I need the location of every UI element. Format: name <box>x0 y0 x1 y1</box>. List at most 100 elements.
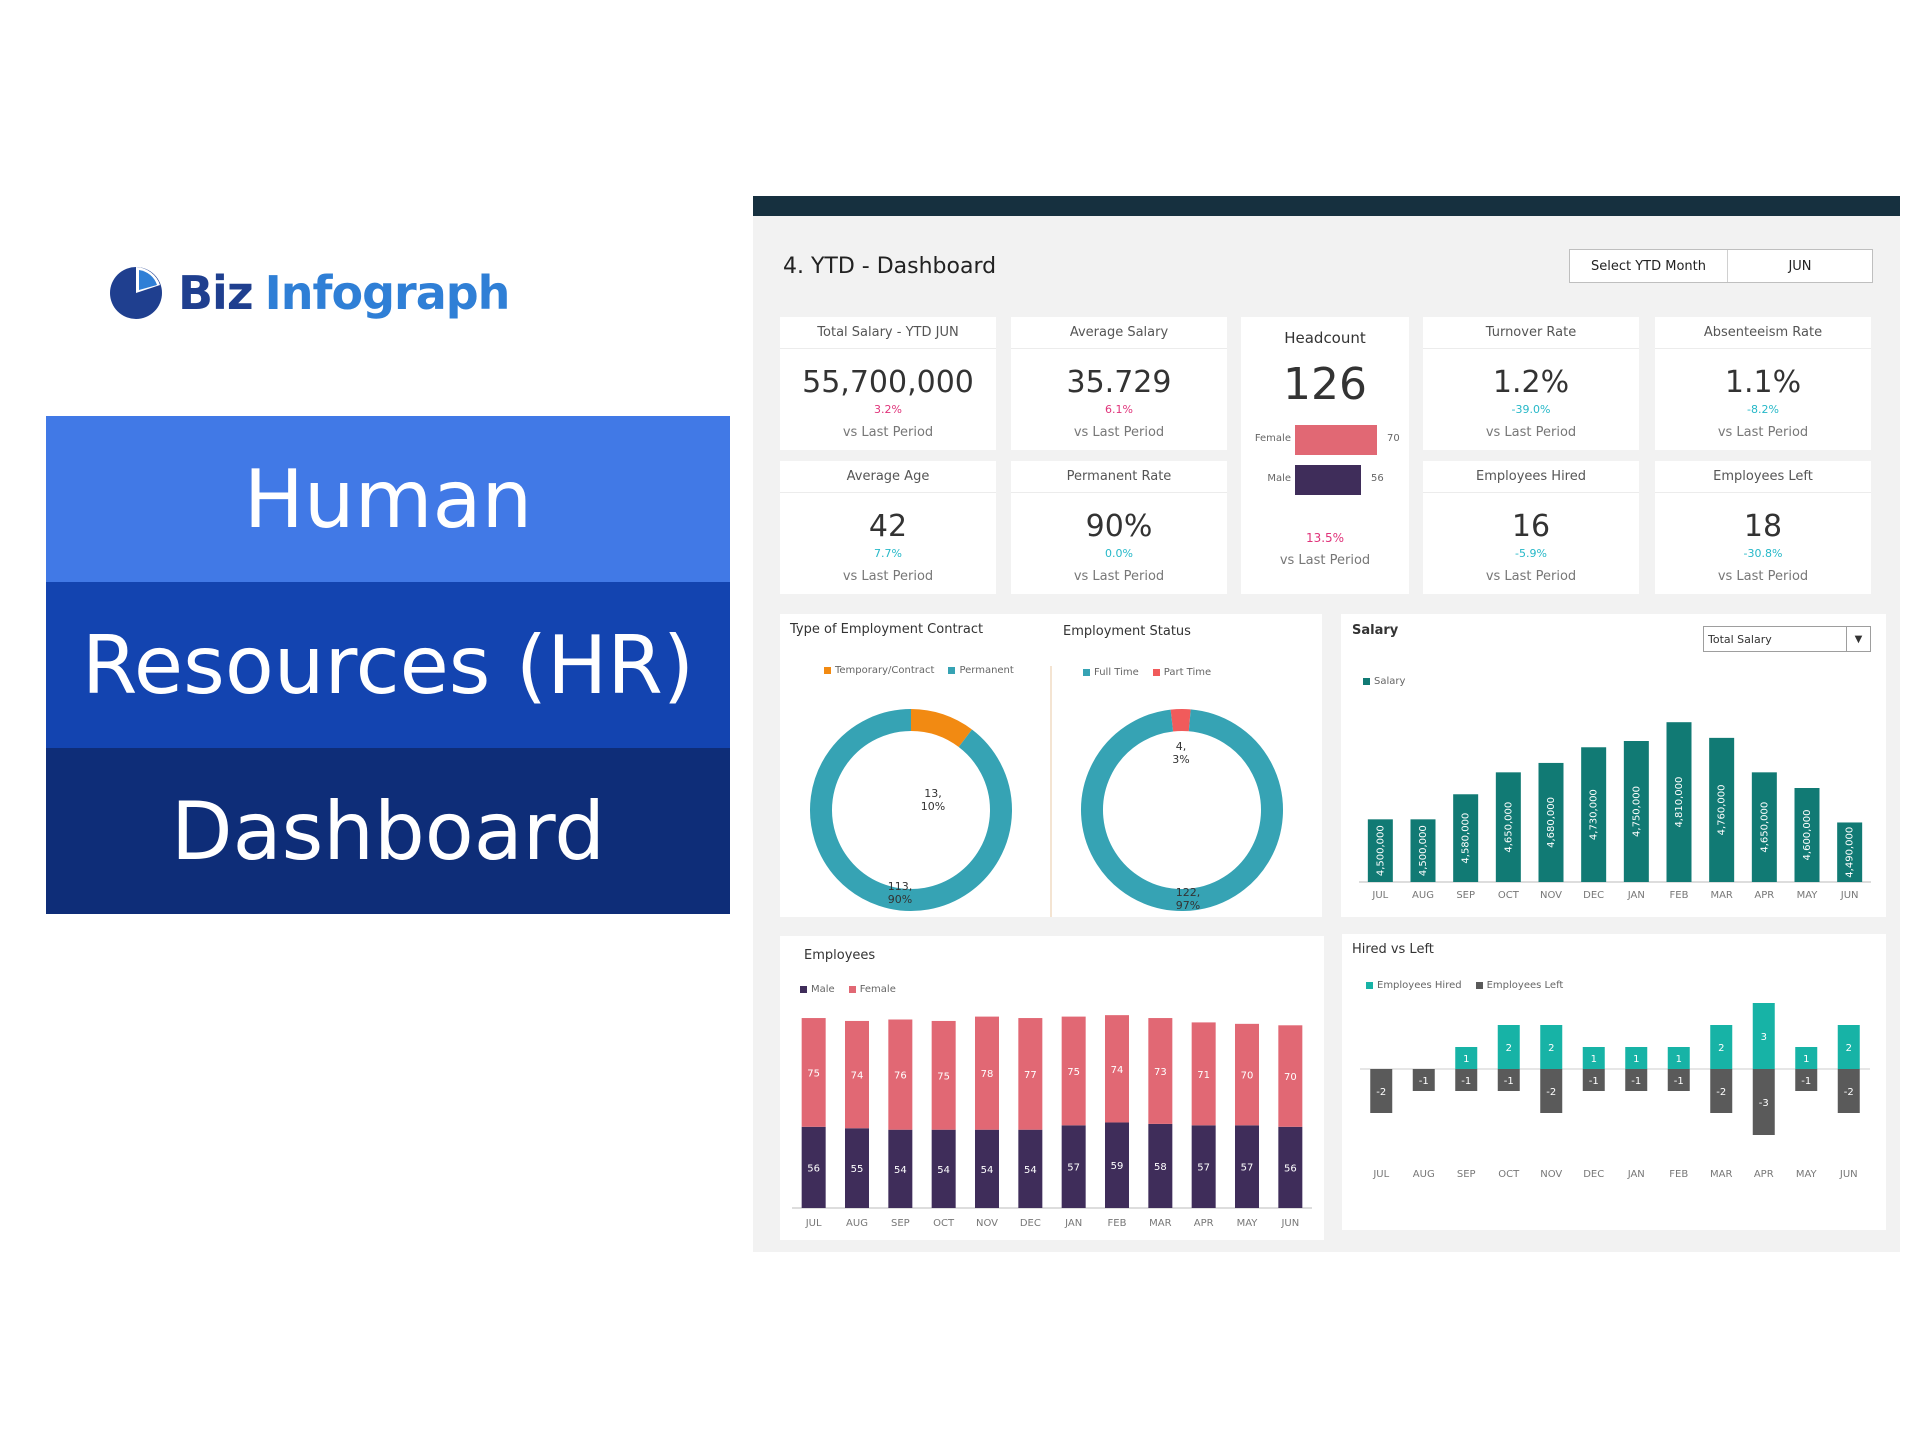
hired-left-chart: -2 JUL -1 AUG 1 -1 SEP 2 -1 OCT 2 -2 NOV 1 -1 DEC 1 -1 JAN… <box>1360 1003 1870 1180</box>
salary-month-label: FEB <box>1670 890 1689 901</box>
kpi-vs-label: vs Last Period <box>1485 425 1577 440</box>
employees-male-bar <box>1148 1123 1173 1208</box>
headcount-vs-label: vs Last Period <box>1279 553 1371 568</box>
hired-bar <box>1582 1047 1605 1069</box>
legend-swatch <box>848 985 856 993</box>
legend-item: Full Time <box>1083 667 1139 678</box>
contract-legend: Temporary/Contract Permanent <box>824 665 1014 676</box>
title-line-1: Human <box>46 416 730 582</box>
employees-month-label: NOV <box>976 1218 998 1229</box>
kpi-change: -39.0% <box>1511 403 1551 416</box>
headcount-change: 13.5% <box>1305 531 1345 545</box>
salary-legend: Salary <box>1363 676 1405 687</box>
kpi-value: 18 <box>1743 509 1783 544</box>
salary-type-dropdown[interactable]: Total Salary ▼ <box>1703 626 1871 652</box>
dashboard-top-bar <box>753 196 1900 216</box>
employees-male-bar <box>1278 1126 1303 1208</box>
legend-item: Employees Hired <box>1366 980 1462 991</box>
employees-male-label: 54 <box>937 1165 950 1176</box>
employees-female-bar <box>845 1020 869 1129</box>
employees-male-label: 56 <box>1284 1163 1297 1174</box>
legend-swatch <box>1083 668 1090 676</box>
hired-bar <box>1795 1047 1818 1069</box>
hired-bar <box>1625 1047 1648 1069</box>
chevron-down-icon[interactable]: ▼ <box>1846 627 1870 651</box>
legend-swatch <box>1363 677 1370 685</box>
legend-label: Part Time <box>1163 667 1212 678</box>
legend-swatch <box>1152 668 1160 676</box>
salary-bar-chart: 4,500,000 JUL 4,500,000 AUG 4,580,000 SEP 4,65… <box>1359 722 1871 901</box>
kpi-vs-label: vs Last Period <box>842 569 934 584</box>
hired-bar <box>1497 1025 1520 1069</box>
donut-0-label: 10% <box>921 800 945 813</box>
employees-male-bar <box>1191 1125 1216 1208</box>
legend-label: Salary <box>1374 676 1406 687</box>
employees-female-label: 70 <box>1241 1071 1254 1082</box>
salary-month-label: SEP <box>1456 890 1475 901</box>
salary-bar <box>1581 747 1607 882</box>
salary-panel: Salary Total Salary ▼ Salary 4,500,000 JU… <box>1341 614 1886 917</box>
legend-item: Employees Left <box>1475 980 1563 991</box>
salary-chart-title: Salary <box>1352 623 1399 638</box>
employment-donuts: 13,10% 113,90% 4,3% 122,97% <box>810 666 1283 917</box>
employees-month-label: DEC <box>1020 1218 1041 1229</box>
ytd-dashboard: 4. YTD - Dashboard Select YTD Month JUN … <box>753 196 1900 1252</box>
legend-label: Full Time <box>1094 667 1139 678</box>
employees-male-label: 58 <box>1154 1162 1167 1173</box>
logo-text-biz: Biz <box>178 266 254 320</box>
salary-bar <box>1410 819 1436 882</box>
salary-value-label: 4,760,000 <box>1717 784 1728 835</box>
headcount-title: Headcount <box>1284 329 1366 347</box>
hired-left-month-label: JUN <box>1839 1169 1858 1180</box>
left-value-label: -2 <box>1716 1087 1726 1098</box>
kpi-title: Average Age <box>780 461 996 493</box>
left-value-label: -1 <box>1419 1076 1429 1087</box>
salary-bar <box>1367 819 1393 882</box>
employees-male-label: 57 <box>1067 1163 1080 1174</box>
employees-month-label: APR <box>1194 1218 1214 1229</box>
left-bar <box>1540 1069 1563 1113</box>
ytd-month-selector[interactable]: Select YTD Month JUN <box>1569 249 1873 283</box>
employees-male-bar <box>1018 1129 1043 1208</box>
employees-male-bar <box>1105 1122 1129 1208</box>
employees-male-label: 56 <box>807 1163 820 1174</box>
hired-left-month-label: OCT <box>1498 1169 1520 1180</box>
kpi-value: 42 <box>868 509 908 544</box>
donut-1-slice-0 <box>1170 709 1191 732</box>
employees-month-label: MAY <box>1237 1218 1259 1229</box>
hired-left-panel: Hired vs Left Employees Hired Employees … <box>1342 934 1886 1230</box>
employees-female-label: 78 <box>981 1069 994 1080</box>
kpi-value: 90% <box>1085 509 1153 544</box>
kpi-value: 35.729 <box>1066 365 1172 400</box>
employees-female-label: 75 <box>937 1071 950 1082</box>
left-bar <box>1752 1069 1775 1135</box>
employees-month-label: FEB <box>1108 1218 1127 1229</box>
hired-value-label: 1 <box>1463 1054 1469 1065</box>
kpi-change: -8.2% <box>1747 403 1779 416</box>
legend-label: Temporary/Contract <box>835 665 935 676</box>
legend-item: Permanent <box>948 665 1014 676</box>
employees-male-label: 59 <box>1111 1161 1124 1172</box>
hired-value-label: 2 <box>1846 1043 1852 1054</box>
ytd-month-value[interactable]: JUN <box>1788 258 1812 274</box>
hired-left-month-label: APR <box>1754 1169 1774 1180</box>
ytd-month-label: Select YTD Month <box>1570 250 1728 282</box>
salary-bar <box>1453 794 1479 882</box>
salary-bar <box>1538 762 1564 882</box>
employees-month-label: JUN <box>1280 1218 1299 1229</box>
salary-value-label: 4,600,000 <box>1802 810 1813 861</box>
employees-female-label: 74 <box>1111 1065 1124 1076</box>
headcount-male-label: Male <box>1267 473 1291 484</box>
employees-female-label: 75 <box>1067 1067 1080 1078</box>
salary-month-label: JUL <box>1371 890 1388 901</box>
salary-value-label: 4,500,000 <box>1418 825 1429 876</box>
legend-item: Male <box>800 984 835 995</box>
hired-left-month-label: MAY <box>1796 1169 1818 1180</box>
kpi-vs-label: vs Last Period <box>1073 569 1165 584</box>
salary-value-label: 4,490,000 <box>1845 827 1856 878</box>
donut-0-label: 90% <box>888 893 912 906</box>
employees-male-label: 54 <box>894 1165 907 1176</box>
kpi-title: Average Salary <box>1011 317 1227 349</box>
employees-legend: Male Female <box>800 984 896 995</box>
salary-bar <box>1709 737 1735 882</box>
